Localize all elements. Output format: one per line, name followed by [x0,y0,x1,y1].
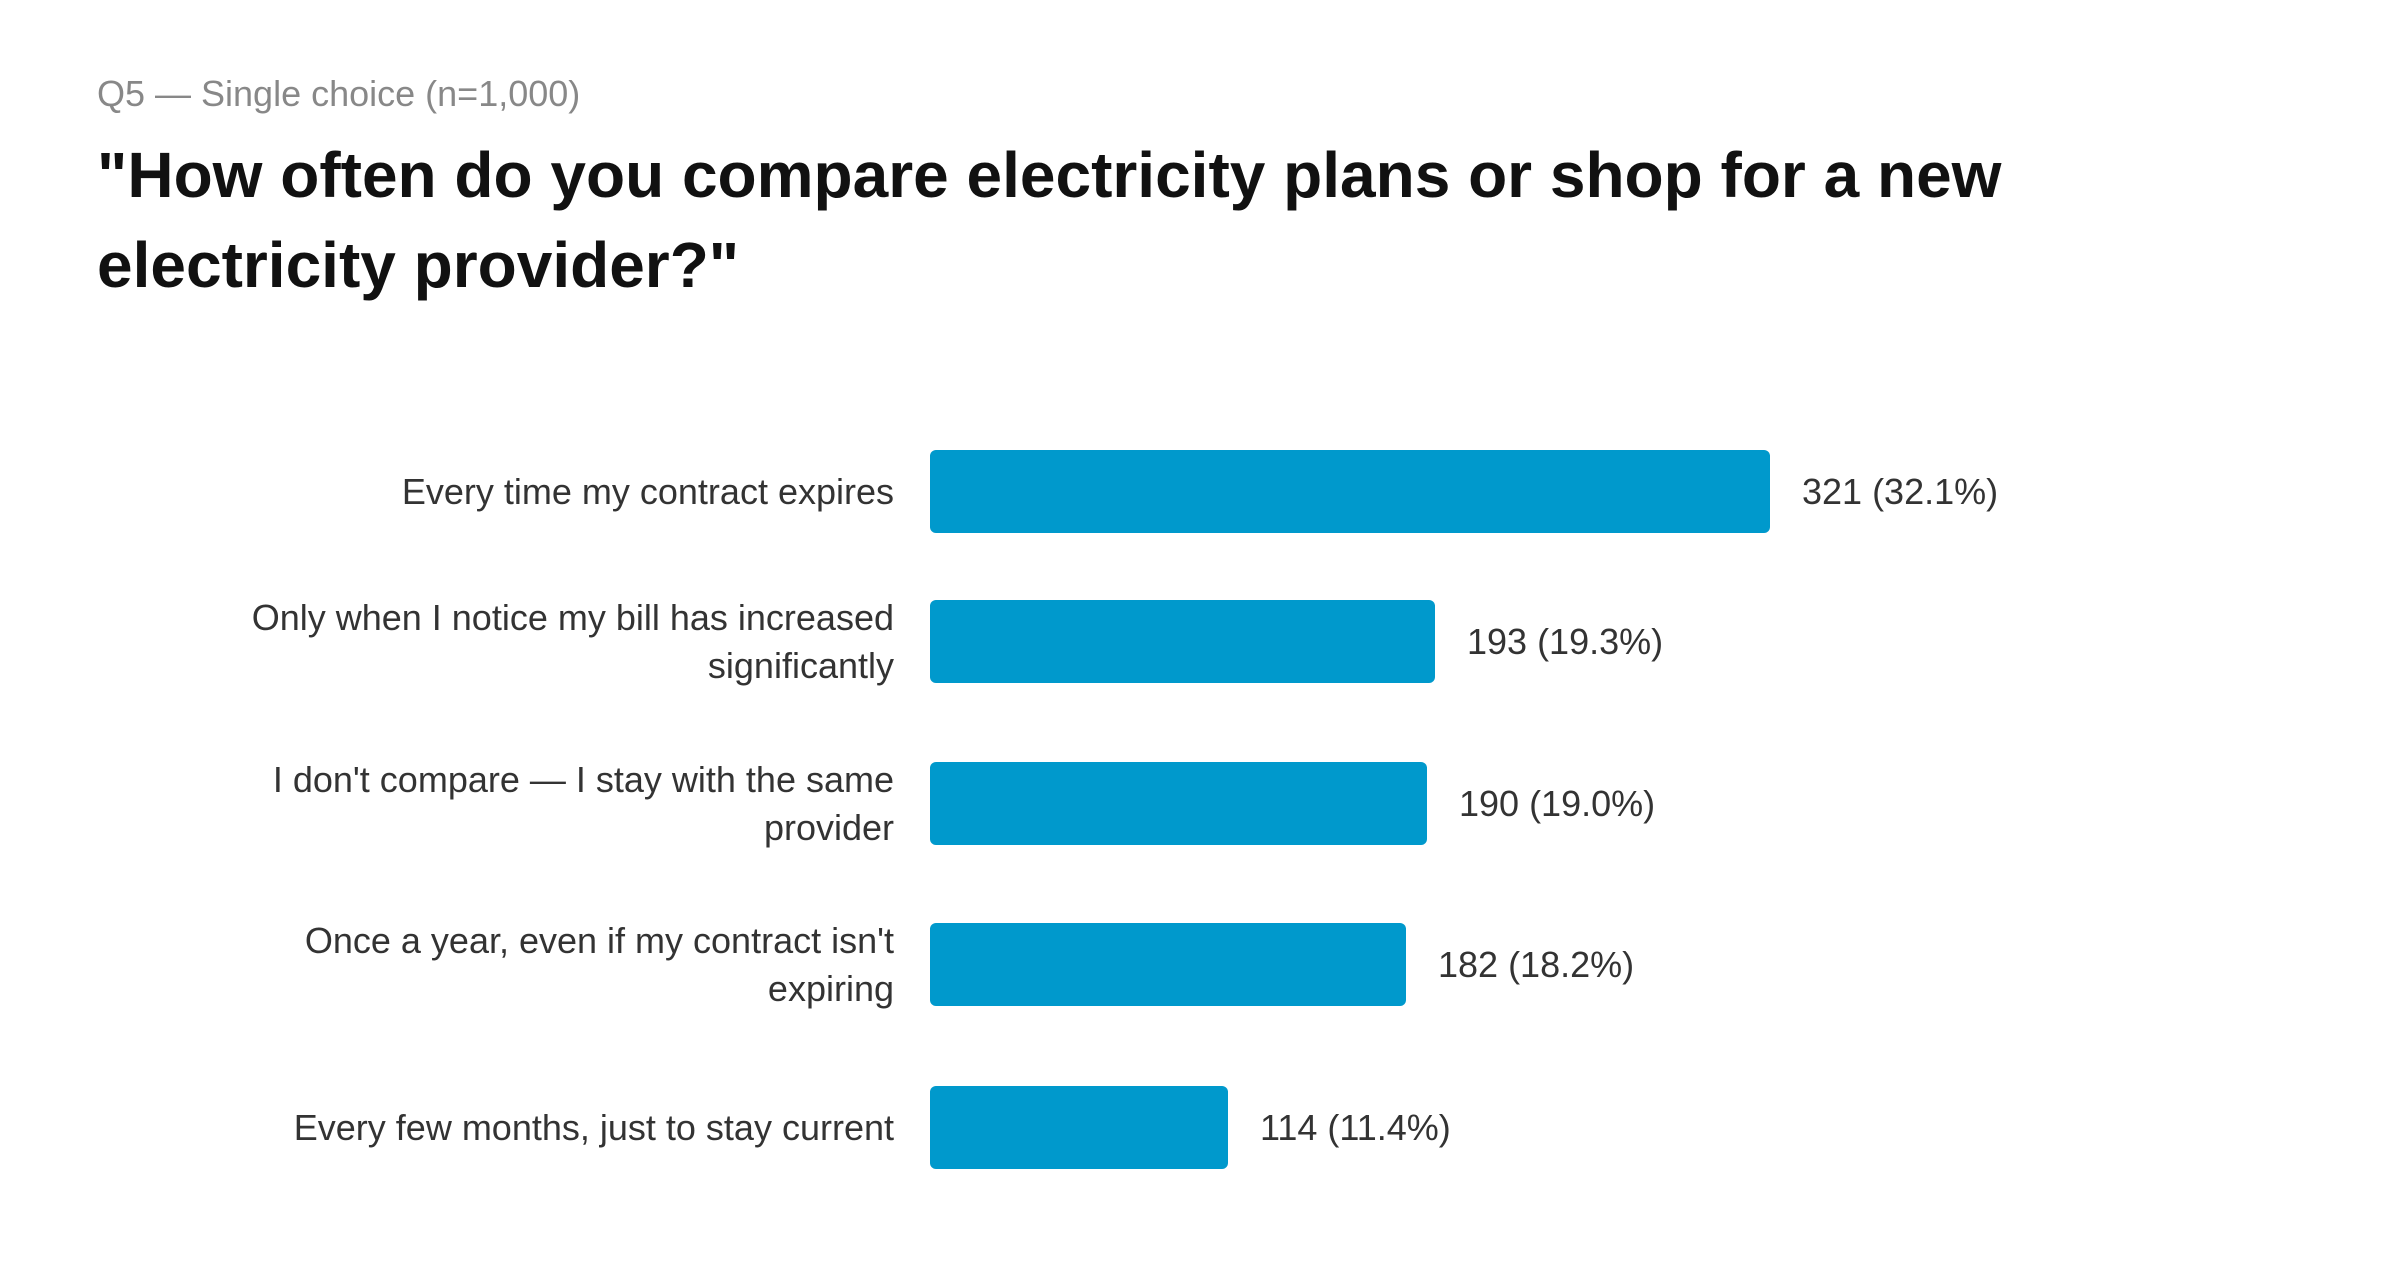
question-title: "How often do you compare electricity pl… [97,139,2002,301]
question-subtitle: Q5 — Single choice (n=1,000) [97,73,581,114]
bar [930,762,1427,845]
bar [930,1086,1228,1169]
category-label: Every time my contract expires [401,470,894,512]
bar [930,923,1406,1006]
category-label: Once a year, even if my contract isn't e… [304,919,894,1009]
chart-row: Every time my contract expires 321 (32.1… [0,450,2400,533]
value-label: 193 (19.3%) [1467,620,1664,662]
category-label: Every few months, just to stay current [293,1106,894,1148]
category-label: Only when I notice my bill has increased… [251,596,894,686]
bar [930,450,1770,533]
category-label: I don't compare — I stay with the same p… [272,758,894,848]
value-label: 190 (19.0%) [1459,782,1656,824]
chart-row: Once a year, even if my contract isn't e… [0,920,2400,1009]
value-label: 114 (11.4%) [1260,1106,1451,1148]
value-label: 182 (18.2%) [1438,943,1635,985]
bar [930,600,1435,683]
chart-row: Every few months, just to stay current 1… [0,1086,2400,1169]
chart-row: Only when I notice my bill has increased… [0,597,2400,686]
chart-row: I don't compare — I stay with the same p… [0,759,2400,848]
value-label: 321 (32.1%) [1802,470,1999,512]
